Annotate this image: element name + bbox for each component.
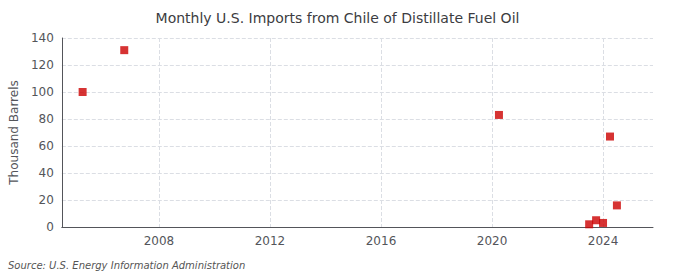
svg-text:100: 100 — [31, 85, 54, 99]
svg-text:40: 40 — [39, 166, 54, 180]
svg-text:60: 60 — [39, 139, 54, 153]
svg-text:80: 80 — [39, 112, 54, 126]
svg-text:20: 20 — [39, 193, 54, 207]
svg-text:120: 120 — [31, 58, 54, 72]
svg-text:2008: 2008 — [144, 234, 175, 248]
svg-text:140: 140 — [31, 31, 54, 45]
svg-text:Source: U.S. Energy Informatio: Source: U.S. Energy Information Administ… — [8, 260, 245, 271]
svg-text:2016: 2016 — [366, 234, 397, 248]
svg-text:0: 0 — [46, 220, 54, 234]
svg-text:2012: 2012 — [255, 234, 286, 248]
svg-text:Thousand Barrels: Thousand Barrels — [7, 80, 21, 185]
svg-text:2020: 2020 — [477, 234, 508, 248]
svg-text:2024: 2024 — [588, 234, 619, 248]
svg-text:Monthly U.S. Imports from Chil: Monthly U.S. Imports from Chile of Disti… — [156, 10, 520, 26]
